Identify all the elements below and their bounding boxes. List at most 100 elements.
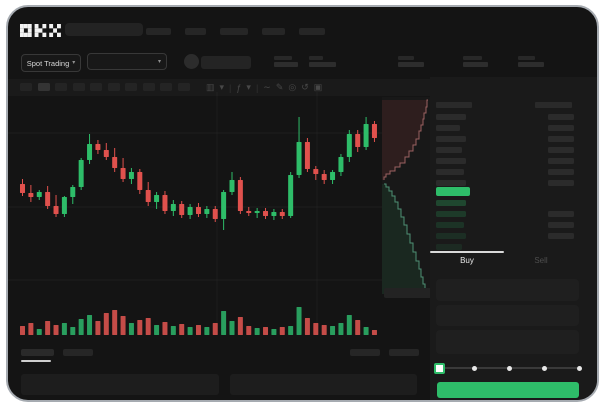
- orders-table-placeholder: [21, 374, 219, 395]
- pair-selector[interactable]: ▾: [87, 53, 167, 70]
- slider-stop[interactable]: [576, 366, 582, 371]
- ticker-stat-label: [398, 56, 414, 60]
- ask-amount-bar: [548, 114, 574, 120]
- candle-style-icon[interactable]: ▥: [206, 82, 215, 92]
- bid-price-bar: [436, 233, 466, 239]
- timeframe-button[interactable]: [160, 83, 172, 91]
- ask-price-bar: [436, 158, 466, 164]
- candle: [170, 204, 176, 211]
- chevron-down-icon[interactable]: ▾: [219, 82, 225, 92]
- timeframe-button[interactable]: [20, 83, 32, 91]
- timeframe-button[interactable]: [142, 83, 155, 91]
- indicators-icon[interactable]: ƒ: [236, 82, 242, 93]
- order-form-field[interactable]: [436, 305, 579, 326]
- bid-amount-bar: [548, 211, 574, 217]
- timeframe-button[interactable]: [72, 83, 85, 91]
- candle: [321, 174, 327, 180]
- divider: |: [229, 82, 232, 93]
- slider-stop[interactable]: [471, 366, 477, 371]
- timeframe-button[interactable]: [177, 83, 190, 91]
- avatar[interactable]: [184, 54, 199, 69]
- nav-item[interactable]: [185, 27, 206, 35]
- nav-item[interactable]: [262, 27, 285, 35]
- candle: [330, 172, 336, 180]
- candle: [346, 134, 352, 157]
- candle: [187, 207, 193, 215]
- chart-tool-icons: ▥ ▾ | ƒ ▾ | ∼ ✎ ◎ ↺ ▣: [206, 80, 322, 95]
- chevron-down-icon[interactable]: ▾: [246, 82, 251, 92]
- order-form-field[interactable]: [436, 279, 579, 301]
- timeframe-button[interactable]: [37, 83, 50, 91]
- nav-item[interactable]: [220, 27, 248, 35]
- timeframe-button[interactable]: [125, 83, 137, 91]
- candle: [120, 168, 126, 179]
- ask-price-bar: [436, 114, 466, 120]
- ticker-stat: [398, 56, 428, 68]
- camera-icon[interactable]: ◎: [288, 82, 297, 92]
- candle: [254, 211, 260, 213]
- buy-submit-button[interactable]: [437, 382, 579, 398]
- candle: [263, 211, 269, 216]
- bottom-tab-order-history[interactable]: [63, 349, 93, 356]
- depth-chart[interactable]: [382, 97, 430, 294]
- slider-handle[interactable]: [434, 363, 445, 374]
- candle: [103, 150, 109, 157]
- candle: [28, 193, 34, 197]
- slider-stop[interactable]: [506, 366, 512, 371]
- timeframe-selector: [20, 83, 190, 91]
- slider-stop[interactable]: [541, 366, 547, 371]
- search-input[interactable]: [65, 23, 143, 36]
- candle: [279, 212, 285, 216]
- candle: [78, 160, 84, 187]
- candle: [212, 209, 218, 219]
- divider: |: [255, 82, 259, 93]
- candle: [145, 190, 151, 202]
- market-type-selector[interactable]: Spot Trading ▾: [21, 54, 81, 72]
- ticker-stat-value: [518, 62, 544, 67]
- candle: [53, 206, 59, 214]
- ticker-stat-label: [518, 56, 535, 60]
- tab-buy[interactable]: Buy: [460, 256, 474, 265]
- timeframe-button[interactable]: [55, 83, 67, 91]
- candle: [313, 169, 319, 174]
- orders-table-placeholder: [230, 374, 417, 395]
- timeframe-button[interactable]: [107, 83, 120, 91]
- candlestick-chart[interactable]: [8, 92, 430, 342]
- bottom-active-tab-underline: [21, 360, 51, 362]
- tab-sell[interactable]: Sell: [534, 256, 548, 265]
- bottom-tab-open-orders[interactable]: [21, 349, 54, 356]
- ask-amount-bar: [548, 125, 574, 131]
- ask-amount-bar: [548, 180, 574, 186]
- ask-price-bar: [436, 147, 462, 153]
- candle: [237, 180, 243, 211]
- ticker-stat: [274, 56, 304, 68]
- ticker-stat-value: [309, 62, 336, 67]
- ticker-stat: [518, 56, 548, 68]
- order-form-field[interactable]: [436, 330, 579, 354]
- ticker-stat: [309, 56, 339, 68]
- draw-icon[interactable]: ✎: [275, 82, 284, 92]
- account-button[interactable]: [201, 56, 251, 69]
- nav-item[interactable]: [146, 27, 171, 35]
- line-chart-icon[interactable]: ∼: [263, 82, 271, 92]
- depth-scale-button[interactable]: [384, 288, 432, 298]
- candle: [179, 204, 185, 215]
- fullscreen-icon[interactable]: ▣: [313, 82, 323, 92]
- bottom-filter-pill[interactable]: [389, 349, 419, 356]
- candle: [338, 157, 344, 172]
- candle: [363, 124, 369, 147]
- ask-amount-bar: [548, 136, 574, 142]
- candle: [195, 207, 201, 214]
- timeframe-button[interactable]: [90, 83, 102, 91]
- chevron-down-icon: ▾: [157, 58, 161, 65]
- candle: [355, 134, 361, 147]
- orderbook-amount-header: [535, 102, 572, 108]
- history-icon[interactable]: ↺: [301, 82, 309, 92]
- nav-item[interactable]: [299, 27, 325, 35]
- candle: [45, 192, 51, 206]
- last-price-badge: [436, 187, 470, 196]
- bottom-filter-pill[interactable]: [350, 349, 380, 356]
- bid-amount-bar: [548, 222, 574, 228]
- market-type-label: Spot Trading: [26, 58, 70, 68]
- candle: [304, 142, 310, 169]
